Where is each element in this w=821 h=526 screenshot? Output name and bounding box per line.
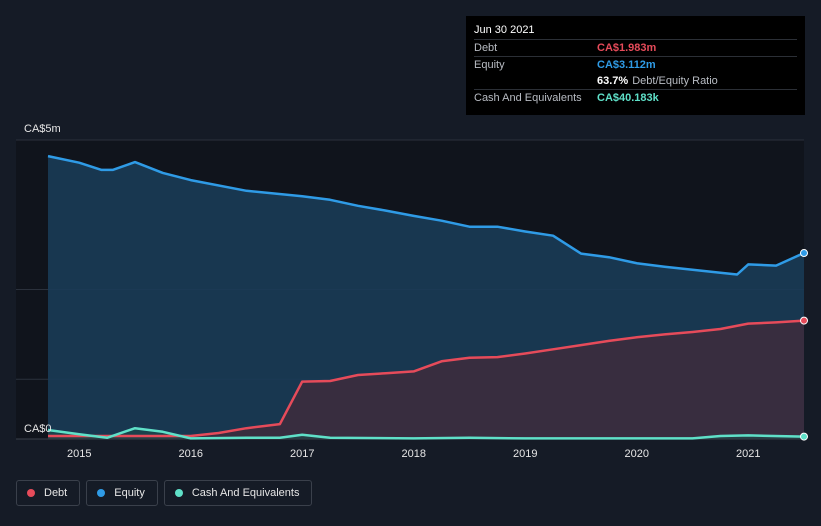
tooltip-ratio-spacer — [474, 73, 597, 89]
tooltip-debt-label: Debt — [474, 42, 498, 54]
debt-line — [48, 319, 805, 438]
y-tick-label-0: CA$0 — [24, 423, 52, 435]
chart-legend: Debt Equity Cash And Equivalents — [16, 480, 313, 506]
equity-line — [47, 154, 805, 276]
tooltip-ratio-label: Debt/Equity Ratio — [632, 75, 718, 87]
tooltip-row-ratio: 63.7% Debt/Equity Ratio — [474, 73, 797, 89]
tooltip-row-cash: Cash And Equivalents CA$40.183k — [474, 89, 797, 106]
tooltip-panel: Jun 30 2021 Debt CA$1.983m Equity CA$3.1… — [466, 16, 805, 115]
tooltip-equity-value: CA$3.112m — [597, 59, 656, 71]
x-tick-label-2015: 2015 — [67, 448, 91, 460]
legend-item-debt[interactable]: Debt — [16, 480, 81, 506]
x-tick-label-2020: 2020 — [625, 448, 649, 460]
x-tick-label-2021: 2021 — [736, 448, 760, 460]
legend-label-debt: Debt — [44, 487, 68, 499]
legend-dot-debt — [27, 489, 35, 497]
equity-end-marker — [800, 249, 808, 258]
legend-dot-cash — [174, 489, 183, 497]
tooltip-cash-label: Cash And Equivalents — [474, 92, 582, 104]
x-tick-label-2018: 2018 — [401, 448, 425, 460]
debt-area — [48, 320, 804, 439]
y-tick-label-5m: CA$5m — [24, 123, 61, 135]
legend-label-cash: Cash And Equivalents — [191, 487, 300, 499]
legend-item-equity[interactable]: Equity — [86, 480, 158, 506]
tooltip-row-debt: Debt CA$1.983m — [474, 39, 797, 56]
tooltip-date: Jun 30 2021 — [474, 24, 535, 36]
x-tick-label-2017: 2017 — [290, 448, 314, 460]
legend-dot-equity — [97, 489, 106, 497]
tooltip-cash-value: CA$40.183k — [597, 92, 659, 104]
cash-end-marker — [800, 432, 808, 441]
tooltip-row-equity: Equity CA$3.112m — [474, 56, 797, 73]
legend-label-equity: Equity — [114, 487, 145, 499]
tooltip-debt-value: CA$1.983m — [597, 42, 657, 54]
cash-area — [48, 428, 804, 439]
legend-item-cash[interactable]: Cash And Equivalents — [163, 480, 313, 506]
debt-end-marker — [800, 316, 808, 325]
x-tick-label-2019: 2019 — [513, 448, 537, 460]
tooltip-equity-label: Equity — [474, 59, 505, 71]
x-tick-label-2016: 2016 — [178, 448, 202, 460]
tooltip-ratio-value: 63.7% — [597, 75, 629, 87]
cash-line — [47, 426, 805, 440]
